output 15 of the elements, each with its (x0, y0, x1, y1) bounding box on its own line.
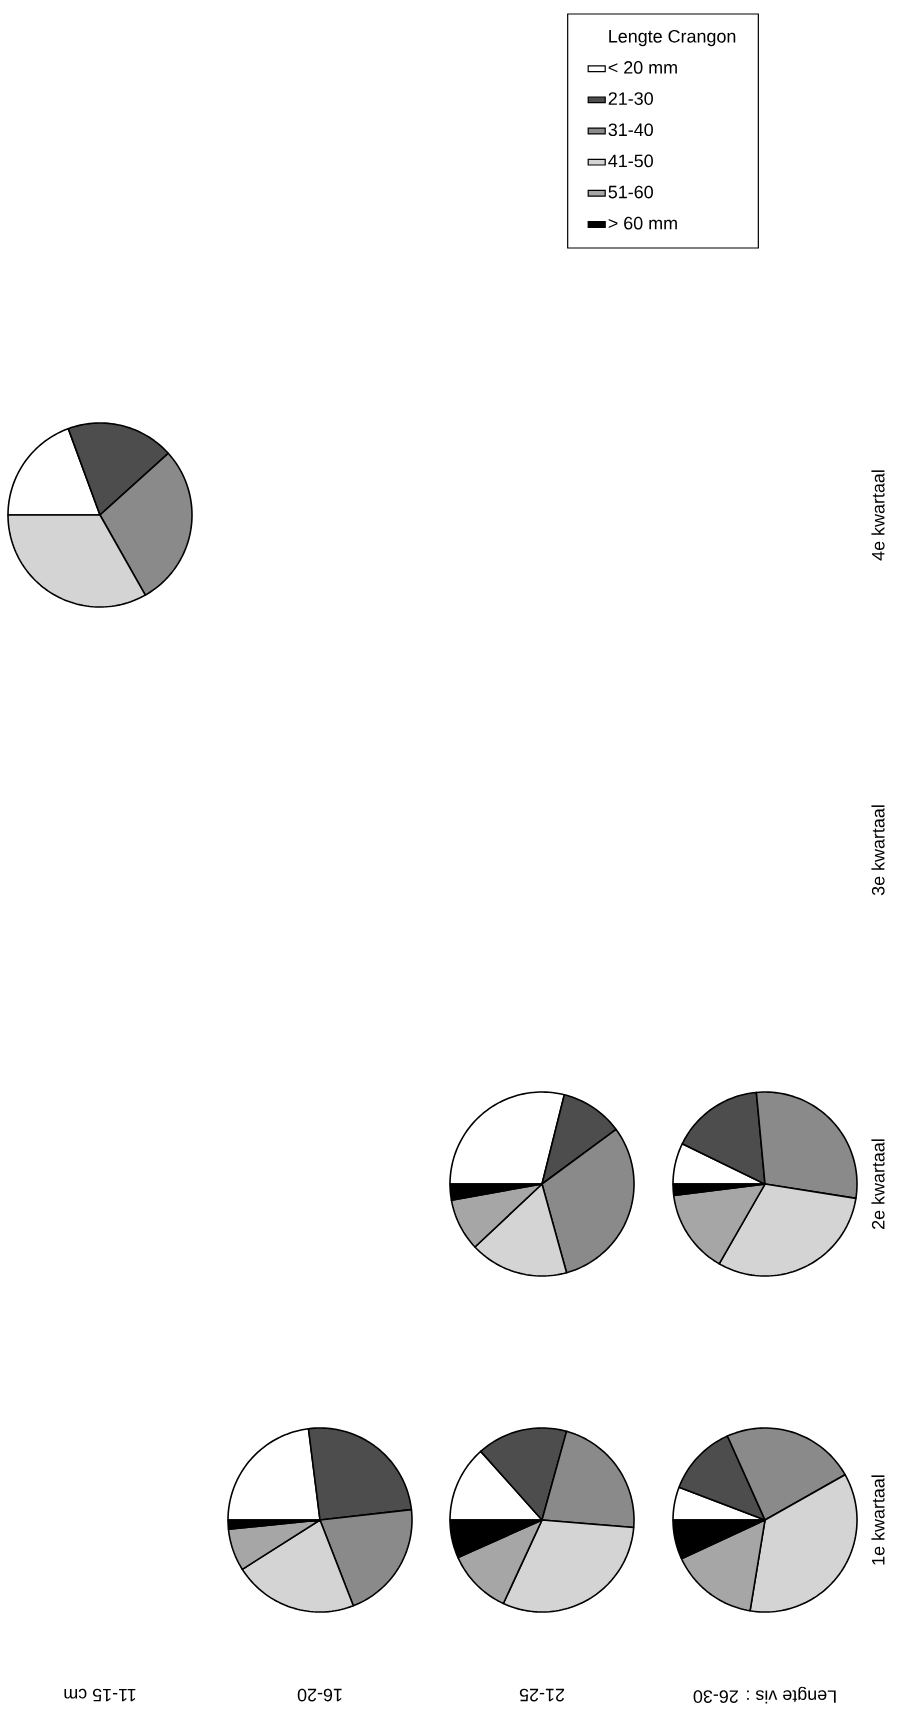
legend-label: 41-50 (608, 154, 653, 168)
text: 1e kwartaal (871, 1475, 885, 1565)
legend-label: 31-40 (608, 123, 653, 137)
legend-label: 51-60 (608, 185, 653, 199)
text: 11-15 cm (64, 1688, 136, 1702)
legend-title: Lengte Crangon (609, 29, 736, 47)
text: 3e kwartaal (871, 805, 885, 896)
text: 21-25 (519, 1688, 565, 1702)
legend-label: > 60 mm (608, 216, 677, 230)
legend-label: < 20 mm (608, 61, 677, 74)
text: Lengte vis : 26-30 (693, 1686, 836, 1704)
text: 16-20 (297, 1688, 342, 1702)
text: 2e kwartaal (871, 1139, 885, 1229)
legend-label: 21-30 (608, 92, 653, 105)
text: 4e kwartaal (871, 470, 885, 561)
